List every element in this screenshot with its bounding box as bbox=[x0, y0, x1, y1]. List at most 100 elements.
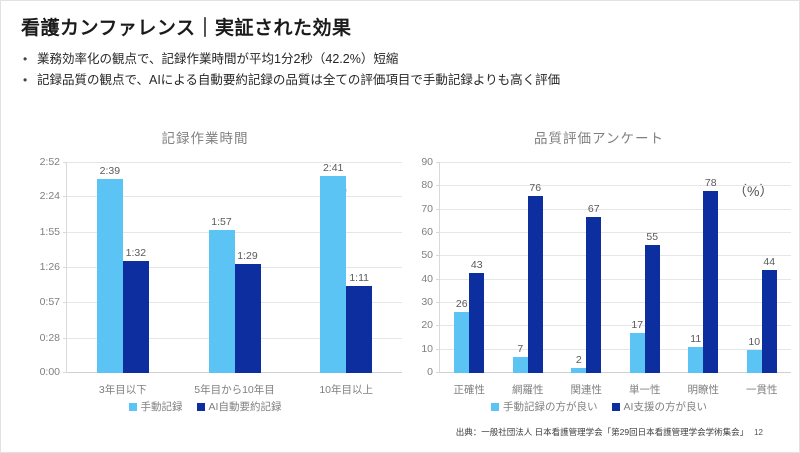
bar-group: 11 78 明瞭性 bbox=[674, 163, 733, 396]
legend-item[interactable]: 手動記録 bbox=[128, 399, 183, 414]
bar-group: 2:41 1:11 10年目以上 bbox=[290, 162, 402, 396]
bar-ai[interactable] bbox=[469, 272, 485, 373]
plot-area: 0 10 20 30 40 50 60 70 80 90 26 43 正確性 7 76 網羅性 2 67 関連性 1… bbox=[421, 156, 791, 396]
bar-manual[interactable] bbox=[688, 347, 704, 373]
bar-value-label: 2 bbox=[575, 354, 582, 367]
y-axis-tick-mark bbox=[436, 255, 440, 257]
bar-ai[interactable] bbox=[703, 191, 719, 373]
bar-ai[interactable] bbox=[644, 244, 660, 373]
bar-column[interactable]: 1:32 bbox=[122, 163, 149, 373]
bar-ai[interactable] bbox=[527, 195, 543, 373]
bar-manual[interactable] bbox=[208, 230, 235, 373]
bar-value-label: 26 bbox=[455, 298, 468, 311]
y-axis-tick-label: 10 bbox=[421, 342, 433, 355]
y-axis-tick-label: 40 bbox=[421, 272, 433, 285]
bar-column[interactable]: 17 bbox=[629, 163, 645, 373]
x-axis-category-label: 単一性 bbox=[629, 384, 661, 396]
chart-legend: 手動記録の方が良い AI支援の方が良い bbox=[403, 399, 795, 414]
bar-value-label: 7 bbox=[517, 342, 524, 355]
y-axis-tick-mark bbox=[436, 372, 440, 373]
y-axis-tick-mark bbox=[436, 325, 440, 327]
chart-quality-survey: 品質評価アンケート （%） 0 10 20 30 40 50 60 70 80 90 26 43 正確… bbox=[403, 121, 795, 421]
bar-column[interactable]: 1:11 bbox=[346, 163, 373, 373]
y-axis-tick-label: 50 bbox=[421, 249, 433, 262]
gridline: 0 bbox=[427, 366, 791, 378]
y-axis-tick-label: 2:52 bbox=[39, 156, 60, 168]
bar-column[interactable]: 10 bbox=[746, 163, 762, 373]
bar-column[interactable]: 44 bbox=[761, 163, 777, 373]
bar-manual[interactable] bbox=[454, 312, 470, 373]
y-axis-tick-mark bbox=[63, 162, 67, 163]
bar-ai[interactable] bbox=[586, 216, 602, 373]
footer: 出典：一般社団法人 日本看護管理学会「第29回日本看護管理学会学術集会」 12 bbox=[456, 426, 763, 438]
gridline: 80 bbox=[421, 179, 791, 191]
y-axis-tick-label: 0:57 bbox=[39, 296, 60, 309]
y-axis-tick-label: 1:55 bbox=[39, 225, 60, 238]
bar-groups: 2:39 1:32 3年目以下 1:57 1:29 5年目から10年目 2:41 1:11 10… bbox=[67, 162, 402, 396]
bar-value-label: 67 bbox=[587, 202, 600, 215]
legend-item[interactable]: AI支援の方が良い bbox=[611, 399, 707, 414]
legend-swatch-ai bbox=[196, 402, 205, 411]
bar-column[interactable]: 2 bbox=[571, 163, 587, 373]
chart-title: 品質評価アンケート bbox=[534, 131, 664, 146]
bar-column[interactable]: 11 bbox=[688, 163, 704, 373]
gridline: 2:24 bbox=[40, 190, 402, 202]
bar-value-label: 1:11 bbox=[349, 272, 370, 285]
x-axis-category-label: 3年目以下 bbox=[98, 384, 147, 396]
x-axis-category-label: 正確性 bbox=[453, 384, 486, 396]
chart-title: 記録作業時間 bbox=[161, 131, 249, 146]
bar-manual[interactable] bbox=[746, 349, 762, 373]
bar-column[interactable]: 2:39 bbox=[96, 163, 123, 373]
gridline: 90 bbox=[421, 156, 791, 168]
bar-column[interactable]: 1:57 bbox=[208, 163, 235, 373]
bar-column[interactable]: 7 bbox=[512, 163, 528, 373]
gridline: 20 bbox=[421, 319, 791, 331]
bar-column[interactable]: 43 bbox=[469, 163, 485, 373]
bar-ai[interactable] bbox=[234, 264, 261, 373]
bullet-marker: • bbox=[23, 73, 28, 87]
bar-manual[interactable] bbox=[629, 333, 645, 373]
bullet-list: • 業務効率化の観点で、記録作業時間が平均1分2秒（42.2%）短縮 • 記録品… bbox=[23, 49, 783, 91]
bar-ai[interactable] bbox=[761, 270, 777, 373]
bar-column[interactable]: 26 bbox=[454, 163, 470, 373]
bar-value-label: 43 bbox=[470, 258, 483, 271]
bar-manual[interactable] bbox=[320, 176, 347, 373]
legend-swatch-ai bbox=[611, 402, 620, 411]
y-axis-tick-label: 2:24 bbox=[39, 190, 60, 203]
y-axis-tick-label: 0:28 bbox=[39, 331, 60, 344]
bar-value-label: 55 bbox=[646, 230, 659, 243]
bullet-text: 業務効率化の観点で、記録作業時間が平均1分2秒（42.2%）短縮 bbox=[37, 52, 399, 66]
bar-column[interactable]: 78 bbox=[703, 163, 719, 373]
gridline: 10 bbox=[421, 343, 791, 355]
bar-manual[interactable] bbox=[96, 178, 123, 373]
y-axis-tick-mark bbox=[63, 196, 67, 198]
legend-item[interactable]: 手動記録の方が良い bbox=[491, 399, 598, 414]
bar-ai[interactable] bbox=[122, 260, 149, 373]
bar-column[interactable]: 2:41 bbox=[320, 162, 347, 373]
bar-ai[interactable] bbox=[346, 286, 373, 373]
gridline: 70 bbox=[421, 203, 791, 215]
y-axis-tick-mark bbox=[436, 162, 440, 163]
y-axis-tick-label: 80 bbox=[421, 179, 433, 192]
bar-column[interactable]: 76 bbox=[527, 163, 543, 373]
legend-item[interactable]: AI自動要約記録 bbox=[196, 399, 281, 414]
y-axis-tick-label: 0 bbox=[427, 366, 433, 378]
gridline: 50 bbox=[421, 249, 791, 261]
y-axis-tick-mark bbox=[436, 348, 440, 350]
page-title: 看護カンファレンス｜実証された効果 bbox=[21, 18, 352, 39]
bar-group: 2 67 関連性 bbox=[557, 163, 616, 396]
bar-manual[interactable] bbox=[571, 368, 587, 373]
chart-legend: 手動記録 AI自動要約記録 bbox=[9, 399, 401, 414]
bar-column[interactable]: 55 bbox=[644, 163, 660, 373]
bar-manual[interactable] bbox=[512, 356, 528, 373]
bar-value-label: 17 bbox=[631, 319, 644, 332]
bar-value-label: 1:32 bbox=[125, 246, 147, 259]
x-axis-category-label: 5年目から10年目 bbox=[194, 384, 275, 396]
bar-value-label: 11 bbox=[690, 333, 702, 346]
x-axis-category-label: 関連性 bbox=[570, 384, 603, 396]
bar-group: 17 55 単一性 bbox=[616, 163, 675, 396]
bar-group: 7 76 網羅性 bbox=[499, 163, 558, 396]
bar-column[interactable]: 67 bbox=[586, 163, 602, 373]
y-axis-tick-label: 1:26 bbox=[39, 261, 60, 273]
bar-column[interactable]: 1:29 bbox=[234, 163, 261, 373]
